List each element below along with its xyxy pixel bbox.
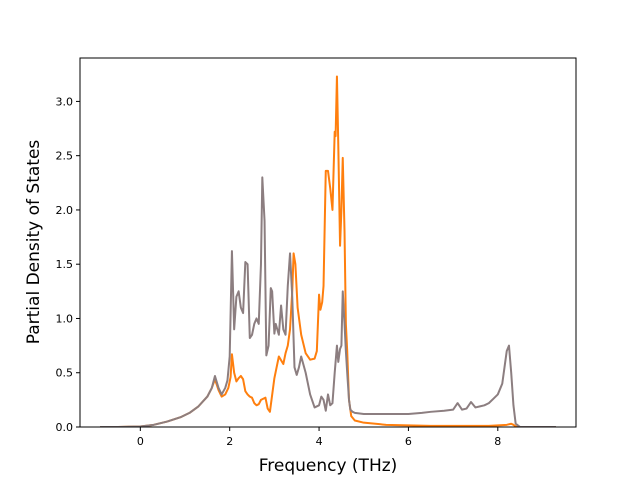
y-axis-label: Partial Density of States	[24, 140, 44, 345]
x-tick-label: 4	[316, 435, 323, 448]
y-tick-label: 0.5	[56, 367, 74, 380]
x-tick-label: 2	[226, 435, 233, 448]
x-tick-label: 0	[137, 435, 144, 448]
x-tick-label: 8	[494, 435, 501, 448]
series-line-2	[100, 176, 556, 427]
series-layer	[100, 75, 556, 427]
y-tick-label: 1.0	[56, 312, 74, 325]
y-tick-label: 1.5	[56, 258, 74, 271]
x-axis-ticks: 0 2 4 6 8	[137, 427, 501, 448]
x-axis-label: Frequency (THz)	[259, 456, 398, 476]
y-tick-label: 2.5	[56, 150, 74, 163]
axes-frame	[79, 57, 577, 428]
series-line-1	[100, 75, 556, 427]
y-axis-ticks: 0.0 0.5 1.0 1.5 2.0 2.5 3.0	[56, 95, 80, 434]
plot-area	[79, 57, 577, 428]
y-tick-label: 2.0	[56, 204, 74, 217]
x-tick-label: 6	[405, 435, 412, 448]
y-tick-label: 3.0	[56, 95, 74, 108]
y-tick-label: 0.0	[56, 421, 74, 434]
